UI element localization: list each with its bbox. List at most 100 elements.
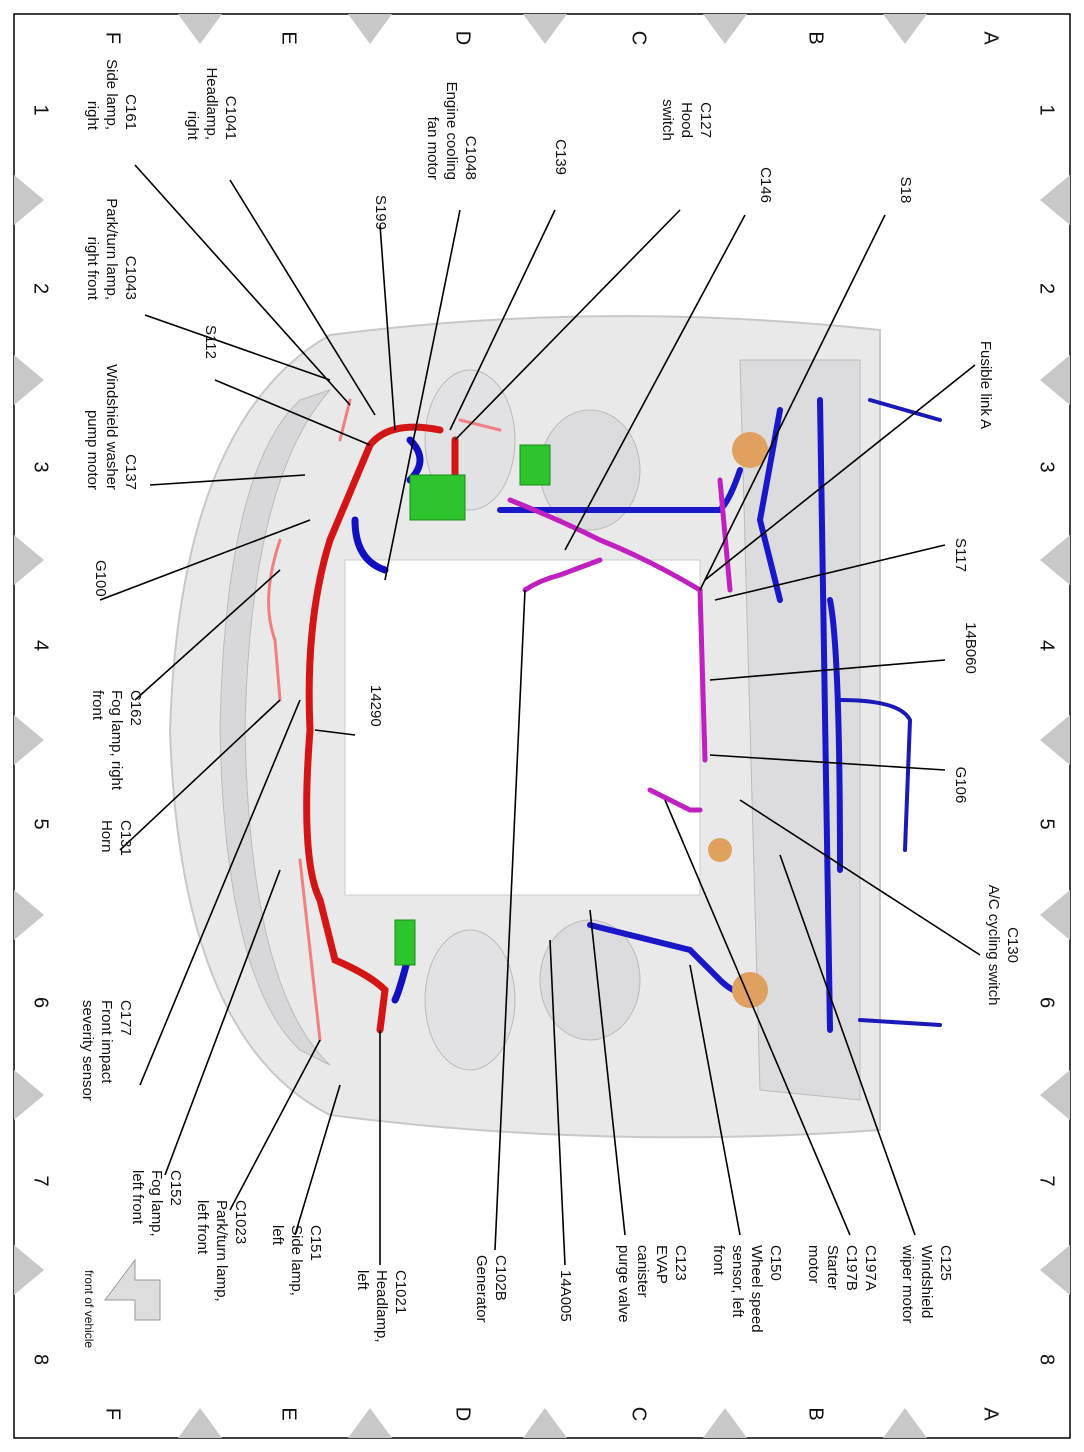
marker [1040, 175, 1070, 225]
callout-label: 14290 [367, 685, 384, 727]
callout-line: A/C cycling switch [985, 885, 1002, 1006]
callout-line: C123 [672, 1245, 689, 1281]
callout-line: wiper motor [899, 1244, 916, 1323]
marker [178, 14, 222, 44]
callout-line: C139 [552, 139, 569, 175]
marker [14, 1245, 44, 1295]
callout-line: right front [84, 237, 101, 301]
callout-line: C131 [117, 820, 134, 856]
callout-line: C197A [862, 1245, 879, 1291]
callout-line: sensor, left [729, 1245, 746, 1318]
callout-line: C197B [843, 1245, 860, 1291]
callout-line: C1041 [222, 96, 239, 140]
column-label: C [628, 31, 650, 45]
column-label: B [805, 1407, 827, 1420]
callout-label: C150Wheel speedsensor, leftfront [710, 1245, 784, 1333]
callout-line: G106 [952, 767, 969, 804]
callout-line: right [84, 101, 101, 131]
front-arrow [104, 1258, 161, 1321]
callout-label: front of vehicle [82, 1270, 96, 1348]
callout-label: S112 [202, 325, 219, 359]
marker [14, 890, 44, 940]
callout-line: fan motor [424, 117, 441, 180]
callout-line: C151 [307, 1225, 324, 1261]
column-label: E [278, 1407, 300, 1420]
callout-line: right [184, 111, 201, 141]
row-label: 1 [1036, 104, 1058, 115]
border-markers [14, 14, 1070, 1438]
callout-label: C1021Headlamp,left [354, 1270, 409, 1343]
marker [14, 175, 44, 225]
row-label: 6 [30, 997, 52, 1008]
callout-line: pump motor [84, 410, 101, 490]
callout-line: C130 [1004, 927, 1021, 963]
callout-line: Fog lamp, right [108, 690, 125, 791]
callout-line: Horn [98, 820, 115, 853]
callout-label: C127Hoodswitch [659, 99, 714, 141]
callout-label: C137Windshield washerpump motor [84, 364, 139, 490]
callout-line: Side lamp, [103, 59, 120, 130]
row-label: 3 [30, 461, 52, 472]
row-label: 4 [1036, 640, 1058, 651]
marker [1040, 535, 1070, 585]
callout-line: S18 [897, 177, 914, 204]
callout-line: purge valve [615, 1245, 632, 1323]
callout-line: Generator [473, 1255, 490, 1323]
callout-line: C162 [127, 690, 144, 726]
callout-line: Hood [678, 102, 695, 138]
callout-label: C131Horn [98, 820, 134, 856]
callout-line: S112 [202, 325, 219, 359]
marker [1040, 1070, 1070, 1120]
callout-label: C102BGenerator [473, 1255, 509, 1323]
callout-line: C161 [122, 94, 139, 130]
callout-line: C152 [167, 1170, 184, 1206]
callout-line: 14290 [367, 685, 384, 727]
column-label: A [980, 1407, 1002, 1421]
column-label: F [102, 1408, 124, 1420]
column-label: D [452, 31, 474, 45]
callout-label: C152Fog lamp,left front [129, 1170, 184, 1237]
callout-line: motor [805, 1245, 822, 1283]
callout-line: Side lamp, [288, 1225, 305, 1296]
callout-label: C146 [757, 167, 774, 203]
callout-label: S117 [952, 538, 969, 572]
callout-line: C146 [757, 167, 774, 203]
column-label: F [102, 32, 124, 44]
callout-label: C161Side lamp,right [84, 59, 139, 131]
callout-line: Windshield washer [103, 364, 120, 490]
callout-label: C151Side lamp,left [269, 1225, 324, 1296]
callout-label: C125Windshieldwiper motor [899, 1244, 954, 1323]
marker [178, 1408, 222, 1438]
callout-line: EVAP [653, 1245, 670, 1284]
row-label: 2 [1036, 283, 1058, 294]
callout-label: C197AC197BStartermotor [805, 1245, 879, 1291]
marker [14, 355, 44, 405]
callout-line: Starter [824, 1245, 841, 1290]
row-label: 7 [30, 1175, 52, 1186]
harnesses [267, 397, 942, 1042]
callout-line: Park/turn lamp, [213, 1200, 230, 1302]
callout-label: Fusible link A [977, 341, 994, 429]
callout-line: G100 [92, 560, 109, 597]
callout-line: Fusible link A [977, 341, 994, 429]
marker [14, 535, 44, 585]
column-label: D [452, 1407, 474, 1421]
row-label: 2 [30, 283, 52, 294]
callout-line: Headlamp, [373, 1270, 390, 1343]
marker [1040, 715, 1070, 765]
callout-line: C1048 [462, 136, 479, 180]
marker [348, 1408, 392, 1438]
callout-line: canister [634, 1245, 651, 1298]
column-label: A [980, 31, 1002, 45]
callout-line: left front [194, 1200, 211, 1255]
callout-line: C102B [492, 1255, 509, 1301]
row-label: 5 [30, 818, 52, 829]
callout-line: switch [659, 99, 676, 141]
callout-line: left [269, 1225, 286, 1246]
column-label: B [805, 31, 827, 44]
callout-label: S18 [897, 177, 914, 204]
marker [523, 1408, 567, 1438]
callout-label: C130A/C cycling switch [985, 885, 1021, 1006]
callout-line: C137 [122, 454, 139, 490]
